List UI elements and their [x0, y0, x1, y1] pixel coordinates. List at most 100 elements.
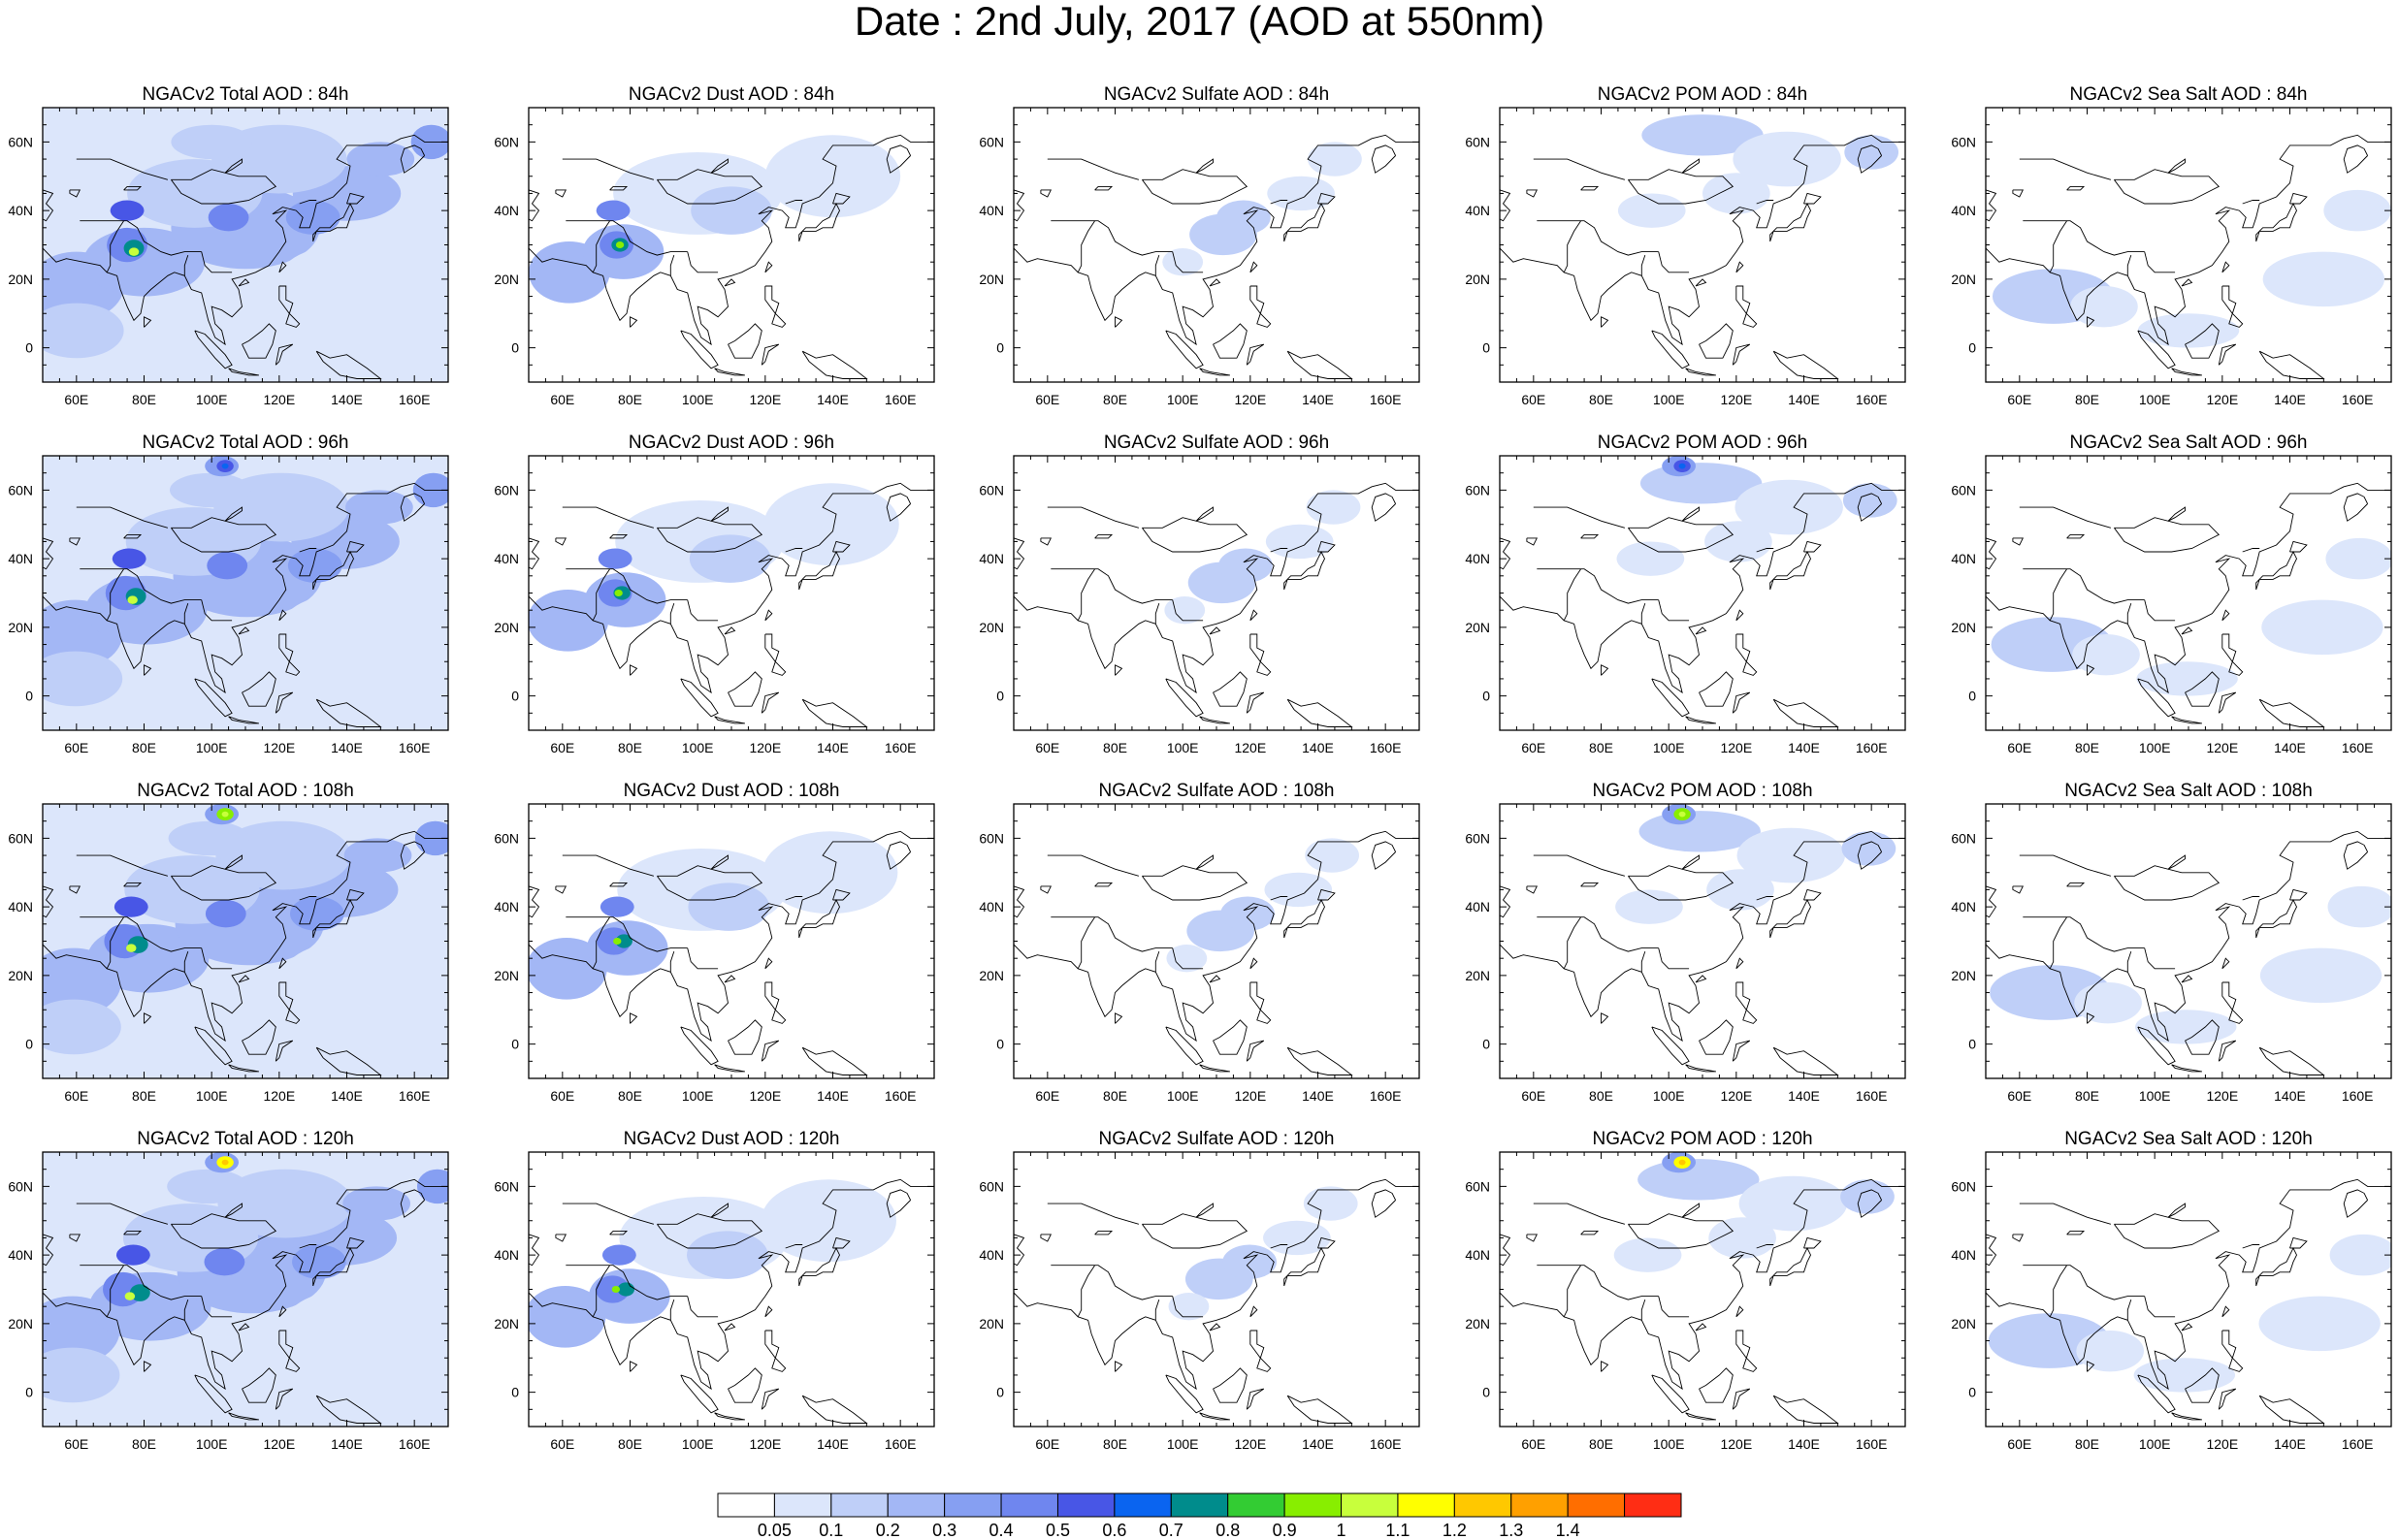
coastline — [2049, 220, 2067, 273]
lon-tick-label: 140E — [817, 740, 849, 755]
aod-blob — [1164, 596, 1206, 625]
coastline — [630, 664, 638, 676]
lon-tick-label: 120E — [1720, 392, 1752, 407]
coastline — [761, 1388, 780, 1410]
coastline — [400, 493, 426, 522]
coastline — [76, 854, 169, 877]
coastline — [1195, 158, 1214, 174]
lon-tick-label: 60E — [2007, 392, 2031, 407]
coastline — [1537, 1265, 1659, 1300]
coastline — [2218, 343, 2237, 366]
coastline — [224, 1203, 243, 1218]
map-panel-dust-1: NGACv2 Dust AOD : 96h 60E 80E 100E 120E 140E 1… — [494, 433, 1014, 780]
lat-tick-label: 60N — [8, 482, 33, 497]
coastline — [761, 1040, 780, 1062]
lon-tick-label: 120E — [263, 1088, 295, 1104]
aod-blob — [113, 896, 148, 917]
coastline — [1526, 537, 1539, 546]
lon-tick-label: 140E — [1302, 1088, 1334, 1104]
coastline — [242, 671, 276, 707]
coastline — [669, 950, 675, 973]
aod-blob — [688, 882, 770, 931]
lat-tick-label: 60N — [979, 1178, 1004, 1194]
lat-tick-label: 40N — [494, 203, 519, 218]
coastline — [592, 568, 610, 621]
lat-tick-label: 60N — [1465, 482, 1490, 497]
map-plot: 60E 80E 100E 120E 140E 160E 60N 40N 20N 0 — [8, 803, 449, 1104]
aod-blob — [617, 1282, 635, 1297]
coastline — [1246, 1388, 1265, 1410]
coastline — [1094, 533, 1114, 539]
coastline — [80, 568, 202, 604]
coastline — [1077, 568, 1095, 621]
panel-title: NGACv2 Sea Salt AOD : 108h — [2064, 781, 2313, 801]
coastline — [2126, 254, 2132, 276]
coastline — [1213, 1367, 1248, 1403]
coastline — [1628, 865, 1734, 901]
coastline — [1580, 533, 1600, 539]
coastline — [2171, 1064, 2202, 1073]
coastline — [278, 1305, 287, 1318]
coastline — [785, 896, 803, 901]
coastline — [1640, 602, 1646, 625]
coastline — [1685, 1412, 1716, 1421]
coastline — [1601, 316, 1609, 328]
aod-blob — [292, 1244, 346, 1279]
lon-tick-label: 160E — [885, 740, 917, 755]
lat-tick-label: 20N — [1951, 968, 1976, 983]
coastline — [710, 1203, 729, 1218]
coastline — [1142, 865, 1248, 901]
lat-tick-label: 40N — [979, 899, 1004, 914]
map-plot: 60E 80E 100E 120E 140E 160E 60N 40N 20N 0 — [979, 107, 1420, 407]
coastline — [275, 1388, 294, 1410]
coastline — [2049, 916, 2067, 969]
map-panel-total-2: NGACv2 Total AOD : 108h 60E 80E 100E 120E 140… — [8, 781, 528, 1128]
coastline — [69, 537, 81, 546]
coastline — [1857, 493, 1883, 522]
coastline — [400, 1189, 426, 1218]
coastline — [238, 1323, 250, 1331]
coastline — [1077, 220, 1095, 273]
aod-blob — [127, 595, 138, 604]
lon-tick-label: 160E — [399, 1088, 431, 1104]
lon-tick-label: 160E — [885, 1088, 917, 1104]
coastline — [2218, 1040, 2237, 1062]
coastline — [1283, 202, 1326, 242]
panel-title: NGACv2 Total AOD : 84h — [142, 84, 349, 105]
coastline — [183, 950, 189, 973]
coastline — [1735, 261, 1744, 273]
coastline — [312, 202, 355, 242]
coastline — [1165, 678, 1204, 718]
map-panel-dust-0: NGACv2 Dust AOD : 84h 60E 80E 100E 120E 140E 1… — [494, 84, 1014, 432]
coastline — [1014, 189, 1025, 222]
lon-tick-label: 160E — [1370, 1436, 1402, 1452]
coastline — [1986, 537, 1997, 570]
lat-tick-label: 60N — [979, 830, 1004, 846]
panel-title: NGACv2 Dust AOD : 108h — [623, 781, 840, 801]
coastline — [657, 517, 763, 553]
coastline — [1213, 671, 1248, 707]
aod-blob — [2329, 1234, 2391, 1276]
panel-title: NGACv2 Dust AOD : 120h — [623, 1129, 840, 1149]
lon-tick-label: 100E — [1167, 740, 1199, 755]
coastline — [238, 626, 250, 635]
lon-tick-label: 80E — [1589, 1436, 1613, 1452]
coastline — [2185, 323, 2220, 359]
aod-blob — [2134, 1010, 2237, 1044]
coastline — [2185, 671, 2220, 707]
coastline — [2019, 158, 2112, 180]
coastline — [1735, 957, 1744, 970]
coastline — [1270, 200, 1288, 205]
lon-tick-label: 60E — [1521, 1436, 1545, 1452]
lat-tick-label: 20N — [8, 968, 33, 983]
lon-tick-label: 160E — [1856, 1436, 1888, 1452]
coastline — [1685, 1064, 1716, 1073]
aod-blob — [126, 944, 137, 952]
coastline — [1165, 1374, 1204, 1414]
coastline — [2023, 568, 2145, 604]
lon-tick-label: 120E — [749, 392, 781, 407]
lon-tick-label: 80E — [618, 392, 642, 407]
aod-hotspot — [1678, 811, 1686, 818]
coastline — [1695, 1323, 1707, 1331]
coastline — [400, 841, 426, 870]
